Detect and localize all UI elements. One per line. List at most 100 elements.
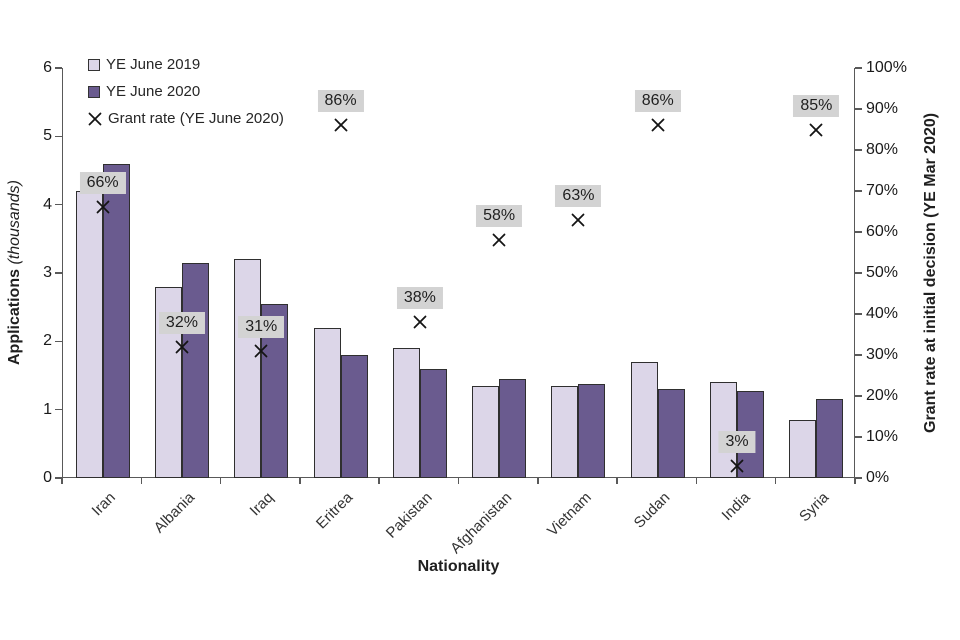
left-axis-tick-label: 3 <box>43 264 52 281</box>
grant-rate-data-label: 85% <box>793 94 840 117</box>
category-label-syria: Syria <box>796 489 833 526</box>
x-axis-tick <box>774 478 777 484</box>
bar-ye-june-2020 <box>816 399 844 478</box>
bar-ye-june-2019 <box>789 419 817 478</box>
legend-swatch-icon <box>88 86 100 98</box>
right-axis-title-note: (YE Mar 2020) <box>922 112 939 223</box>
bar-ye-june-2019 <box>313 327 341 478</box>
x-axis-tick <box>695 478 698 484</box>
left-axis-tick-label: 4 <box>43 195 52 213</box>
category-label-albania: Albania <box>150 489 198 537</box>
left-axis-tick-label: 5 <box>43 127 52 145</box>
right-axis-tick-label: 10% <box>866 428 899 445</box>
grant-rate-marker <box>254 344 268 358</box>
x-axis-tick <box>219 478 222 484</box>
grant-rate-marker <box>492 233 506 247</box>
left-axis-tick <box>55 340 62 343</box>
grant-rate-marker <box>175 340 189 354</box>
category-label-iran: Iran <box>88 489 119 520</box>
grant-rate-data-label: 58% <box>476 205 523 228</box>
left-axis-tick <box>55 135 62 138</box>
right-axis-tick-label: 40% <box>866 305 899 322</box>
x-axis-tick <box>378 478 380 484</box>
grant-rate-marker <box>651 118 665 132</box>
grant-rate-marker <box>96 200 110 214</box>
left-axis-tick <box>55 203 62 206</box>
bar-ye-june-2019 <box>551 385 579 478</box>
right-axis-tick-label: 60% <box>866 223 899 240</box>
left-axis-tick <box>55 67 62 69</box>
right-axis-tick-label: 90% <box>866 100 899 117</box>
bar-ye-june-2019 <box>75 191 103 478</box>
grant-rate-marker-icon <box>88 112 102 126</box>
right-axis-title-main: Grant rate at initial decision <box>922 222 939 434</box>
category-label-sudan: Sudan <box>631 489 674 532</box>
right-axis-tick-label: 20% <box>866 387 899 404</box>
grant-rate-data-label: 86% <box>317 90 364 113</box>
bar-ye-june-2020 <box>578 384 606 478</box>
x-axis-tick <box>616 478 618 484</box>
bar-ye-june-2019 <box>472 385 500 478</box>
legend-label: YE June 2020 <box>106 83 201 100</box>
category-label-india: India <box>718 489 754 525</box>
right-axis-tick <box>855 67 862 69</box>
right-axis-tick-label: 0% <box>866 469 890 486</box>
grant-rate-data-label: 38% <box>396 287 443 310</box>
right-axis-tick <box>855 231 862 233</box>
category-label-iraq: Iraq <box>246 489 278 520</box>
x-axis-tick <box>457 478 460 484</box>
left-axis-tick <box>55 477 62 479</box>
right-axis-tick <box>855 190 862 192</box>
x-axis-tick <box>140 478 143 484</box>
legend-label: YE June 2019 <box>106 56 201 73</box>
right-axis-tick <box>855 108 862 110</box>
grant-rate-marker <box>809 123 823 137</box>
bar-ye-june-2020 <box>657 389 685 478</box>
grant-rate-marker <box>730 459 744 473</box>
legend: YE June 2019 YE June 2020 Grant rate (YE J… <box>88 56 284 137</box>
right-axis-tick <box>855 477 862 479</box>
right-axis-tick <box>855 149 862 151</box>
bar-ye-june-2019 <box>392 348 420 478</box>
legend-item-ye-june-2019: YE June 2019 <box>88 56 284 74</box>
left-axis-tick-label: 1 <box>43 400 52 418</box>
right-axis-tick <box>855 436 862 438</box>
right-axis-tick <box>855 395 862 397</box>
legend-item-grant-rate-ye-june-2020-: Grant rate (YE June 2020) <box>88 110 284 128</box>
x-axis-title: Nationality <box>417 558 500 575</box>
left-axis-tick-label: 2 <box>43 332 52 350</box>
grant-rate-data-label: 86% <box>634 90 681 113</box>
bar-ye-june-2019 <box>234 259 262 478</box>
legend-label: Grant rate (YE June 2020) <box>108 110 284 127</box>
right-axis-tick-label: 80% <box>866 141 899 158</box>
right-axis-tick-label: 30% <box>866 346 899 363</box>
legend-swatch-icon <box>88 59 100 71</box>
right-axis-tick <box>855 272 862 274</box>
right-axis-tick-label: 70% <box>866 182 899 199</box>
bar-ye-june-2020 <box>340 355 368 478</box>
left-axis-tick-label: 6 <box>43 59 52 76</box>
x-axis-tick <box>61 478 63 484</box>
left-axis-tick-label: 0 <box>43 469 52 486</box>
grant-rate-data-label: 32% <box>158 311 205 334</box>
grant-rate-marker <box>334 118 348 132</box>
bar-ye-june-2019 <box>630 361 658 478</box>
category-label-eritrea: Eritrea <box>313 489 357 533</box>
grant-rate-data-label: 31% <box>238 315 285 338</box>
category-label-pakistan: Pakistan <box>383 489 436 542</box>
grant-rate-data-label: 3% <box>718 430 756 453</box>
bar-ye-june-2020 <box>419 368 447 478</box>
right-axis-tick <box>855 313 862 315</box>
grant-rate-marker <box>571 213 585 227</box>
plot-area: 66% 32% 31% 86% 38% 58% 63% 86% 3% 85% <box>62 68 855 478</box>
right-axis-tick-label: 50% <box>866 264 899 281</box>
x-axis-tick <box>299 478 301 484</box>
category-label-afghanistan: Afghanistan <box>447 489 516 558</box>
grant-rate-data-label: 66% <box>79 172 126 195</box>
right-axis-title: Grant rate at initial decision (YE Mar 2… <box>922 68 940 478</box>
x-axis-tick <box>854 478 856 484</box>
left-axis-tick <box>55 272 62 274</box>
category-label-vietnam: Vietnam <box>543 489 595 540</box>
bar-ye-june-2020 <box>102 163 130 478</box>
